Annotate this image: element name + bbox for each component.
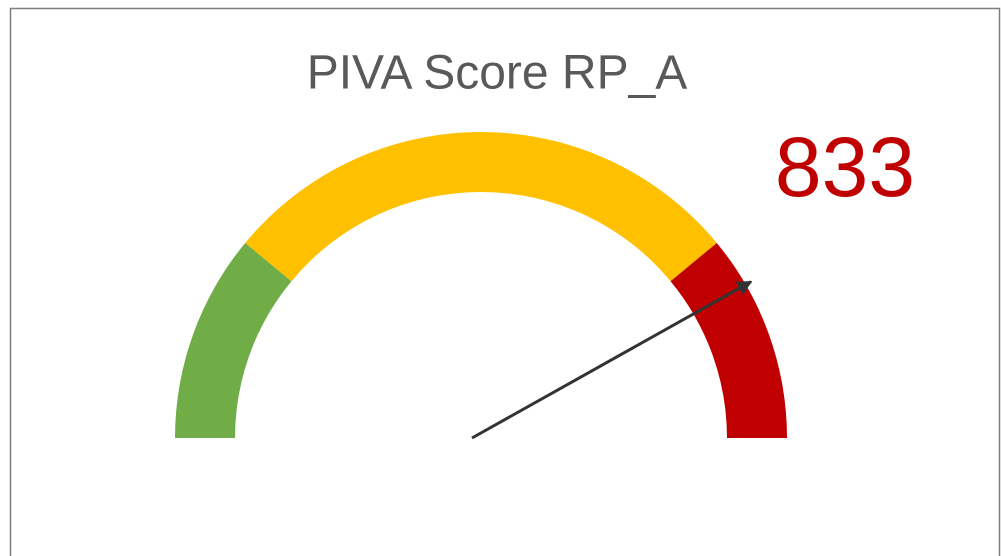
chart-title: PIVA Score RP_A	[307, 47, 688, 100]
chart-frame	[9, 7, 1001, 556]
gauge-band	[245, 132, 717, 282]
gauge-band	[670, 242, 787, 438]
value-label: 833	[775, 120, 915, 214]
gauge-band	[175, 242, 292, 438]
needle	[471, 280, 753, 440]
